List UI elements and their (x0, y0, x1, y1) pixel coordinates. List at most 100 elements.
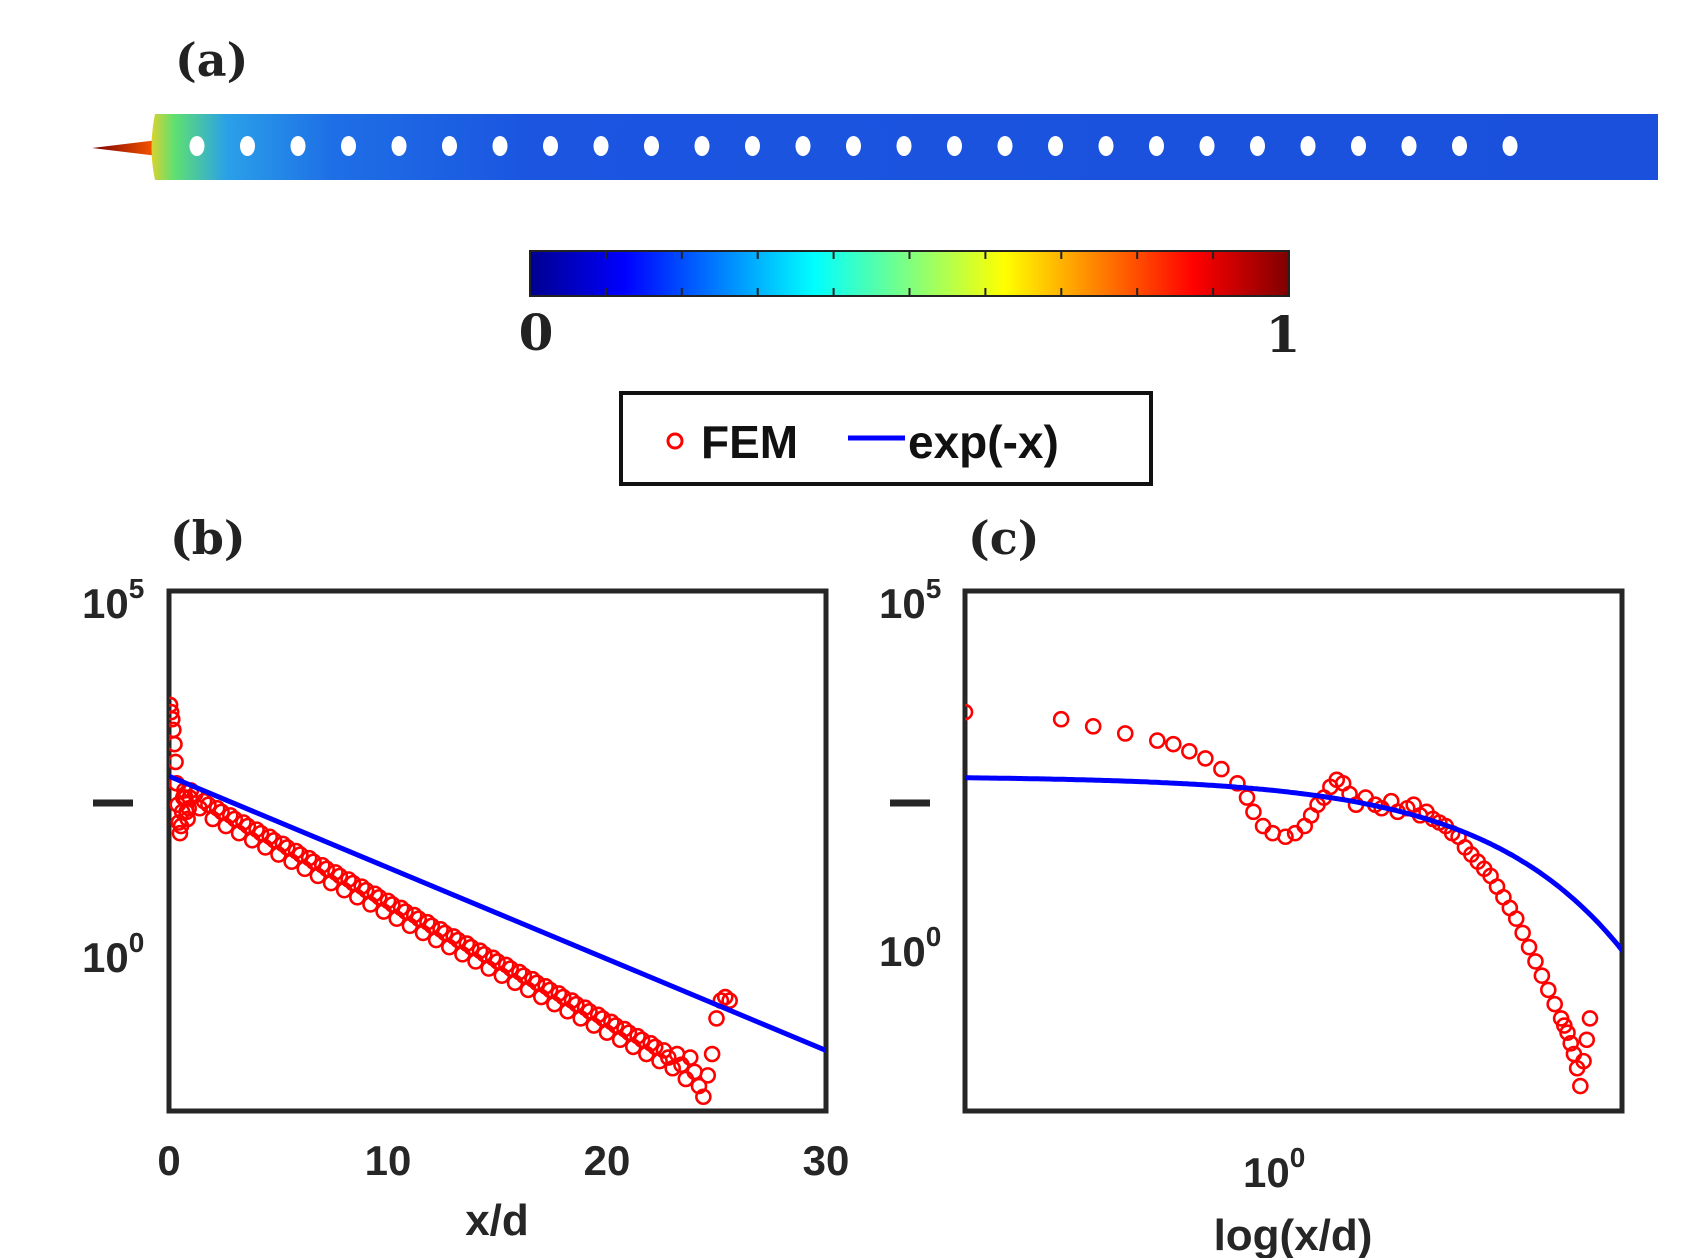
colorbar-max-label: 1 (1266, 305, 1301, 364)
chart-b-fem-point (405, 906, 423, 924)
chart-b-fem-point (681, 1049, 699, 1066)
chart-b-xtick-label: 30 (803, 1137, 850, 1184)
chart-b-fem-point (554, 988, 572, 1006)
chart-b-fem-point (589, 1006, 607, 1024)
beam-hole (543, 136, 558, 156)
chart-b-fem-point (642, 1035, 660, 1052)
chart-b-fem-point (550, 985, 568, 1002)
chart-c-fem-point (1116, 725, 1134, 742)
panel-label-b: (b) (170, 511, 246, 565)
chart-c-axes-box (962, 588, 1625, 1114)
chart-b-fem-point (528, 974, 546, 992)
beam-hole (1401, 136, 1417, 156)
chart-b-fem-point (449, 931, 467, 949)
chart-b-fem-point (392, 899, 410, 917)
chart-b-fem-point (629, 1027, 646, 1045)
chart-b-fem-point (200, 796, 217, 813)
chart-b-fem-point (169, 710, 181, 728)
legend-box (619, 391, 1153, 486)
chart-b-fem-point (511, 963, 528, 981)
chart-b-ytick-label-1e5: 105 (82, 573, 144, 627)
chart-c-xtick-label-1e0: 100 (1243, 1142, 1305, 1196)
chart-b-fem-point (633, 1031, 651, 1049)
chart-b-fem-points (169, 0, 745, 1106)
legend: FEM exp(-x) (619, 391, 1153, 486)
chart-b-fem-point (179, 810, 196, 828)
chart-b-xlabel: x/d (465, 1196, 529, 1245)
chart-b-fem-point (716, 988, 734, 1006)
chart-b-fem-point (445, 928, 463, 945)
chart-b-fem-point (252, 824, 270, 842)
chart-b-fem-point (213, 803, 230, 821)
beam-hole (1098, 136, 1114, 156)
chart-b-fem-point (607, 1017, 625, 1034)
beam-hole (947, 136, 962, 156)
chart-b-fem-point (384, 896, 401, 913)
beam-hole (1300, 136, 1316, 156)
chart-b-fem-point (502, 960, 519, 977)
chart-c-fem-point (1559, 1024, 1576, 1041)
chart-b-fem-point (357, 881, 375, 899)
chart-b-fem-point (436, 924, 454, 942)
chart-b-fem-point (265, 832, 283, 849)
chart-b-fem-point (278, 839, 296, 856)
chart-b-fem-point (274, 835, 292, 853)
beam-hole (846, 136, 861, 156)
chart-b-fem-point (222, 807, 239, 824)
chart-b-fem-point (379, 892, 397, 910)
panel-label-a: (a) (175, 33, 248, 87)
chart-c-fem-point (1052, 710, 1070, 728)
beam-hole (997, 136, 1013, 156)
beam-field-plot (92, 114, 1658, 180)
chart-c-fem-point (1533, 967, 1551, 984)
chart-b-fem-point (616, 1020, 633, 1038)
chart-b-fem-point (195, 792, 213, 810)
beam-hole (341, 136, 356, 156)
chart-c-ytick-label-1e0: 100 (879, 921, 941, 975)
chart-b-fem-point (524, 970, 541, 988)
chart-b-fem-point (208, 799, 226, 817)
colorbar-ticks (604, 251, 1215, 296)
chart-b-fem-point (331, 867, 349, 885)
chart-b-fem-point (248, 821, 265, 838)
chart-b-fem-point (620, 1024, 638, 1041)
chart-c-fem-point (1245, 803, 1262, 821)
beam-tip (92, 140, 158, 156)
chart-b-fem-point (370, 889, 388, 906)
beam-hole (1452, 136, 1467, 156)
chart-b-fem-point (515, 967, 533, 984)
chart-b-fem-point (432, 921, 449, 938)
chart-b-fem-point (581, 1002, 598, 1020)
chart-b-fem-point (731, 0, 745, 7)
chart-c-fem-point (1546, 995, 1563, 1013)
chart-c: 105 100 100 log(x/d) (879, 573, 1625, 1258)
chart-c-fem-point (1520, 938, 1538, 956)
chart-b-fem-point (708, 1010, 725, 1027)
chart-b-fem-point (344, 874, 362, 892)
chart-c-fem-point (1254, 817, 1272, 835)
chart-b-fem-point (169, 735, 183, 753)
beam-hole (745, 136, 760, 156)
chart-c-fem-point (1581, 1010, 1599, 1027)
chart-b-ytick-label-1e0: 100 (82, 927, 144, 981)
chart-c-fem-point (1572, 1077, 1589, 1095)
chart-b-fem-point (727, 0, 741, 7)
chart-b-fem-point (563, 992, 581, 1009)
chart-b-fem-point (313, 856, 331, 874)
beam-hole (240, 136, 255, 156)
chart-b-fem-point (695, 1088, 712, 1106)
chart-b-fem-point (537, 978, 554, 995)
chart-b-fem-point (340, 871, 357, 888)
circle-marker-icon (666, 432, 684, 450)
chart-b-fem-point (541, 981, 559, 999)
chart-b-fem-point (169, 703, 180, 721)
beam-hole (492, 136, 508, 156)
chart-b-fem-point (576, 999, 594, 1017)
chart-b-fem-point (484, 949, 502, 967)
beam-hole (391, 136, 407, 156)
chart-c-fem-point (1277, 828, 1294, 846)
chart-c-fem-point (1514, 924, 1531, 942)
beam-hole (896, 136, 912, 156)
chart-b-fem-point (603, 1013, 620, 1031)
chart-b-fem-point (300, 849, 318, 867)
